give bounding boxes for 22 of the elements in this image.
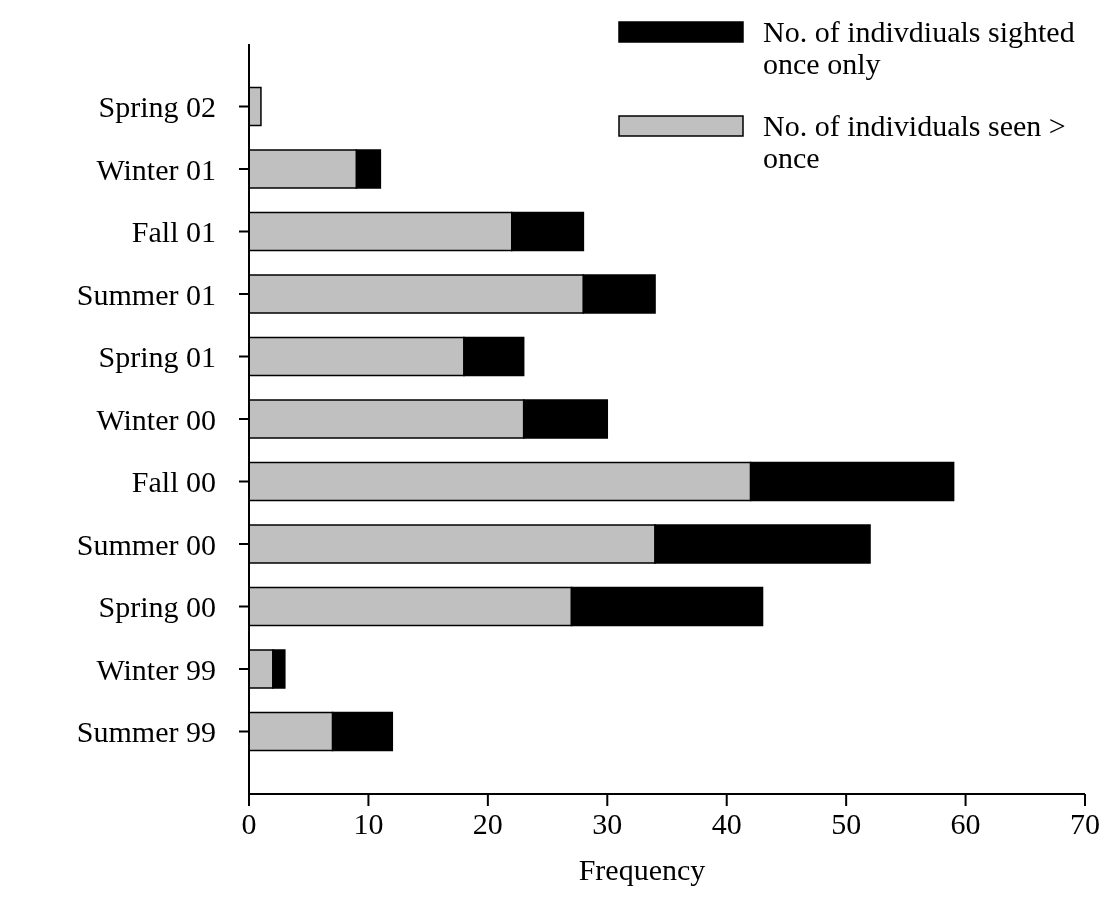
y-tick-label: Winter 00 [96,402,216,436]
y-tick-label: Spring 02 [98,90,216,123]
x-tick-label: 50 [831,807,862,840]
y-tick-label: Fall 01 [131,215,216,248]
legend-label: No. of individuals seen > once [763,109,1066,174]
legend-label: No. of indivdiuals sighted once only [763,15,1075,80]
x-tick-label: 60 [950,807,981,840]
y-tick-label: Summer 99 [76,715,216,748]
x-tick-label: 30 [592,807,623,840]
y-tick-label: Summer 01 [76,277,216,311]
x-tick-label: 20 [472,807,503,840]
x-axis-title: Frequency [578,853,706,886]
x-tick-label: 40 [711,807,742,840]
x-tick-label: 0 [241,807,257,840]
y-tick-label: Winter 01 [96,152,216,186]
x-tick-label: 70 [1070,807,1100,840]
y-tick-label: Summer 00 [76,527,216,561]
x-tick-label: 10 [353,807,384,840]
y-tick-label: Winter 99 [96,652,216,686]
y-tick-label: Fall 00 [131,465,216,498]
y-tick-label: Spring 01 [98,340,216,373]
y-tick-label: Spring 00 [98,590,216,623]
